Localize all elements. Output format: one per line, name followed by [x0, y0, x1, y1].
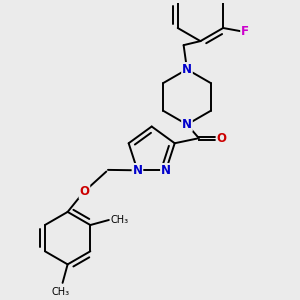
Text: N: N — [133, 164, 142, 177]
Text: O: O — [80, 185, 89, 198]
Text: N: N — [161, 164, 171, 177]
Text: CH₃: CH₃ — [110, 215, 129, 225]
Text: N: N — [182, 118, 192, 131]
Text: N: N — [182, 63, 192, 76]
Text: F: F — [241, 25, 249, 38]
Text: CH₃: CH₃ — [52, 287, 70, 297]
Text: O: O — [216, 132, 226, 145]
